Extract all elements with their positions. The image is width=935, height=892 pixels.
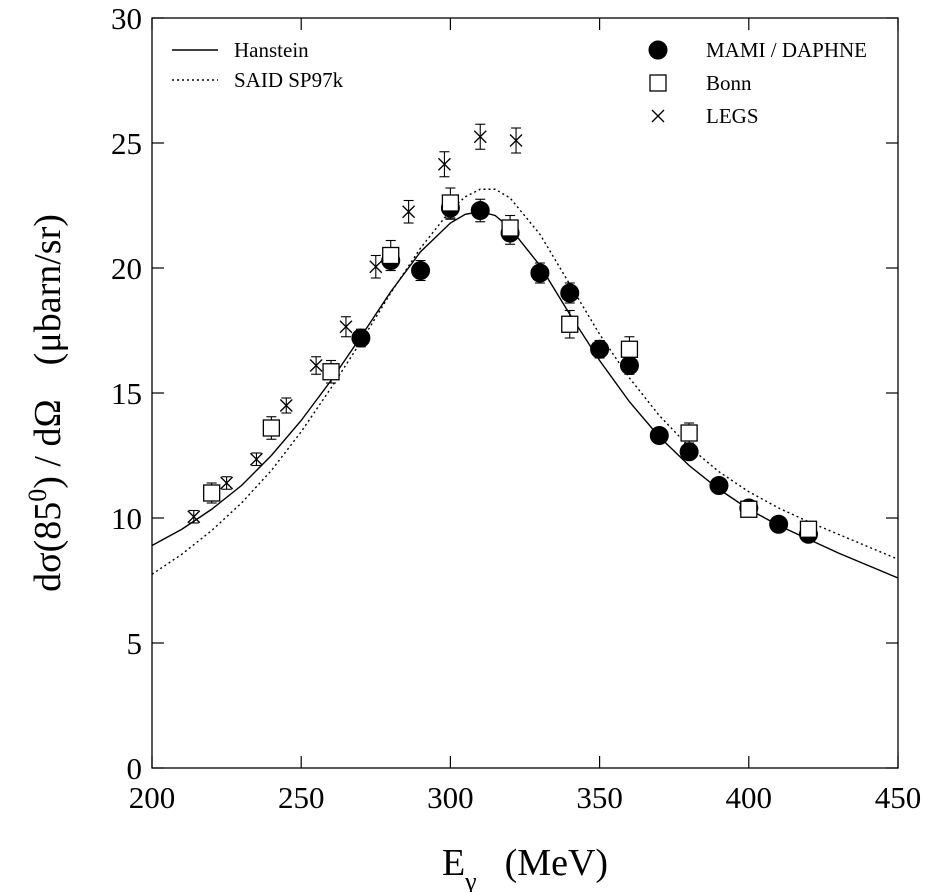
legend-label: LEGS	[706, 104, 759, 128]
x-tick-label: 400	[726, 780, 773, 815]
data-point	[369, 260, 383, 274]
data-point	[411, 261, 431, 280]
data-point	[679, 442, 699, 462]
data-points	[187, 123, 818, 544]
cross-stroke	[309, 359, 323, 372]
data-point	[382, 246, 400, 265]
data-point	[560, 283, 580, 303]
legend-marker	[651, 109, 665, 123]
data-point	[590, 339, 610, 359]
cross-stroke	[220, 476, 234, 490]
cross-stroke	[509, 134, 523, 147]
data-point	[187, 510, 201, 524]
data-point	[620, 340, 639, 358]
legend-label: Hanstein	[234, 38, 309, 62]
legend-label: SAID SP97k	[234, 68, 344, 92]
data-point	[322, 363, 340, 381]
data-point	[709, 476, 729, 495]
data-point	[279, 399, 293, 412]
data-point	[799, 520, 818, 538]
x-tick-label: 450	[875, 780, 922, 815]
y-tick-label: 20	[111, 251, 142, 286]
data-point	[220, 476, 234, 490]
legend-marker	[648, 40, 668, 60]
legend: Hanstein SAID SP97k MAMI / DAPHNE Bonn LEGS	[172, 38, 867, 128]
data-point	[649, 426, 669, 445]
cross-stroke	[402, 205, 416, 219]
x-axis-label: Eγ (MeV)	[442, 842, 608, 892]
plot-frame	[151, 17, 899, 769]
data-point	[470, 201, 490, 220]
cross-stroke	[187, 510, 201, 524]
data-point	[473, 130, 487, 144]
y-tick-label: 0	[127, 751, 143, 786]
curve-said-sp97k	[151, 188, 899, 575]
x-tick-label: 300	[427, 780, 474, 815]
cross-stroke	[249, 452, 263, 466]
y-tick-label: 30	[111, 1, 142, 36]
plot-area-border	[151, 17, 899, 769]
y-tick-label: 5	[127, 626, 143, 661]
y-axis-label: dσ(850) / dΩ(μbarn/sr)	[23, 214, 70, 592]
cross-stroke	[473, 130, 487, 144]
data-point	[339, 320, 353, 334]
x-tick-label: 200	[129, 780, 176, 815]
x-tick-label: 250	[278, 780, 325, 815]
y-tick-label: 10	[111, 501, 142, 536]
data-point	[351, 328, 371, 348]
data-point	[309, 359, 323, 372]
data-point	[203, 484, 221, 502]
cross-stroke	[369, 260, 383, 274]
data-point	[769, 514, 789, 534]
series-bonn	[203, 187, 818, 538]
axis-ticks: 200 250 300 350 400 450 0 5 10 15 20 25 30	[111, 1, 921, 815]
cross-stroke	[651, 109, 665, 123]
legend-marker	[649, 74, 667, 92]
data-point	[509, 134, 523, 147]
cross-stroke	[437, 157, 451, 171]
y-tick-label: 15	[111, 376, 142, 411]
data-point	[740, 500, 758, 518]
data-point	[402, 205, 416, 219]
data-point	[680, 424, 698, 442]
data-point	[262, 419, 281, 437]
data-point	[249, 452, 263, 466]
data-point	[437, 157, 451, 171]
x-tick-label: 350	[576, 780, 623, 815]
series-legs	[187, 123, 523, 524]
data-point	[441, 194, 460, 212]
legend-label: Bonn	[706, 71, 752, 95]
y-tick-label: 25	[111, 126, 142, 161]
data-point	[530, 263, 550, 283]
data-point	[501, 219, 519, 237]
data-point	[561, 315, 579, 333]
cross-stroke	[279, 399, 293, 412]
legend-label: MAMI / DAPHNE	[706, 38, 867, 62]
cross-stroke	[339, 320, 353, 334]
